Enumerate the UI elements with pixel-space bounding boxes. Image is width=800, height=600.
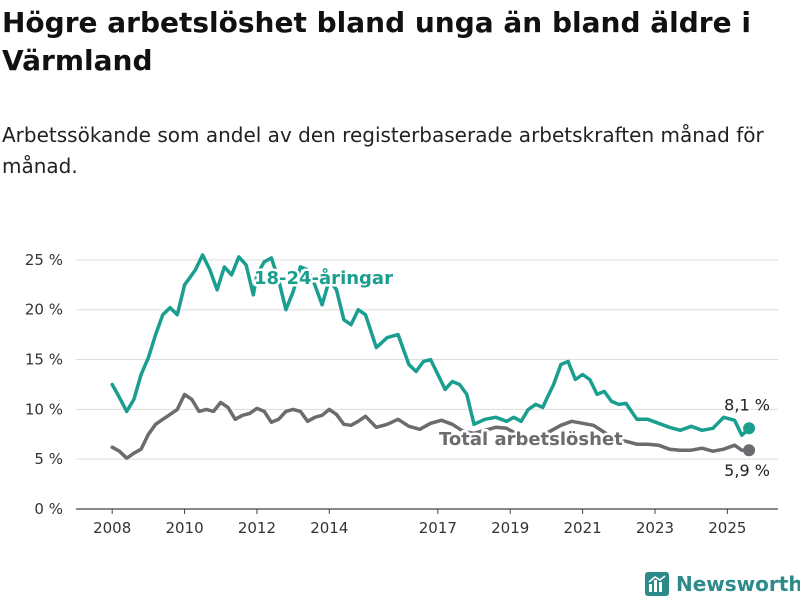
y-axis-ticks: 0 % 5 % 10 % 15 % 20 % 25 % (25, 251, 63, 518)
series-line (110, 392, 751, 460)
series-end-point (743, 444, 756, 457)
y-tick-label: 25 % (25, 251, 63, 269)
series-name-halo: Total arbetslöshet (439, 429, 623, 450)
x-tick-label: 2008 (93, 519, 131, 537)
y-tick-label: 15 % (25, 351, 63, 369)
x-tick-label: 2021 (564, 519, 602, 537)
series-end-value-label: 8,1 % (724, 395, 770, 414)
grid-lines (76, 259, 778, 510)
chart-subtitle: Arbetssökande som andel av den registerb… (2, 123, 764, 178)
x-axis-ticks: 2008 2010 2012 2014 2017 2019 2021 2023 2025 (93, 509, 746, 537)
y-tick-label: 5 % (34, 450, 63, 468)
x-tick-label: 2014 (310, 519, 348, 537)
series-name-label: 18-24-åringar (254, 267, 393, 289)
series-end-value-label: 5,9 % (724, 461, 770, 480)
series-line (110, 253, 751, 438)
x-tick-label: 2019 (491, 519, 529, 537)
series-name-label: Total arbetslöshet (439, 429, 623, 450)
newsworthy-bar-chart-icon (645, 572, 669, 596)
y-tick-label: 20 % (25, 301, 63, 319)
y-tick-label: 10 % (25, 400, 63, 418)
series-end-point (743, 422, 756, 435)
chart-title: Högre arbetslöshet bland unga än bland ä… (2, 6, 751, 77)
series-name-halo: 18-24-åringar (254, 267, 393, 289)
series-lines (110, 253, 756, 460)
newsworthy-logo: Newsworthy (645, 570, 800, 598)
y-tick-label: 0 % (34, 500, 63, 518)
x-tick-label: 2017 (419, 519, 457, 537)
logo-text: Newsworthy (676, 572, 800, 596)
x-tick-label: 2025 (708, 519, 746, 537)
x-tick-label: 2010 (165, 519, 203, 537)
x-tick-label: 2023 (636, 519, 674, 537)
x-tick-label: 2012 (238, 519, 276, 537)
